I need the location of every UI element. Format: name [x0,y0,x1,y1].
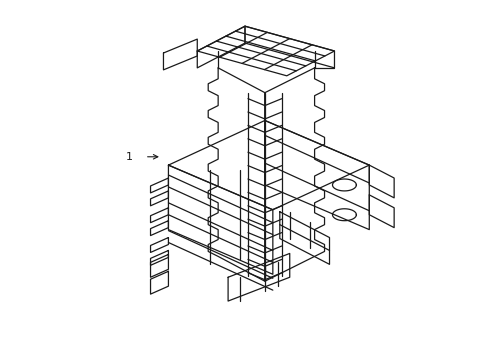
Polygon shape [227,253,289,301]
Polygon shape [208,68,264,281]
Polygon shape [168,165,272,274]
Polygon shape [150,255,168,277]
Polygon shape [264,121,368,230]
Polygon shape [150,271,168,294]
Polygon shape [368,195,393,228]
Polygon shape [264,68,324,281]
Polygon shape [163,39,197,70]
Polygon shape [244,26,334,68]
Polygon shape [150,238,168,252]
Polygon shape [150,178,168,193]
Polygon shape [279,212,329,264]
Polygon shape [150,208,168,223]
Polygon shape [197,26,334,76]
Polygon shape [150,191,168,206]
Polygon shape [150,251,168,265]
Text: 1: 1 [125,152,132,162]
Polygon shape [168,121,368,210]
Polygon shape [197,26,244,68]
Polygon shape [150,221,168,235]
Polygon shape [368,165,393,198]
